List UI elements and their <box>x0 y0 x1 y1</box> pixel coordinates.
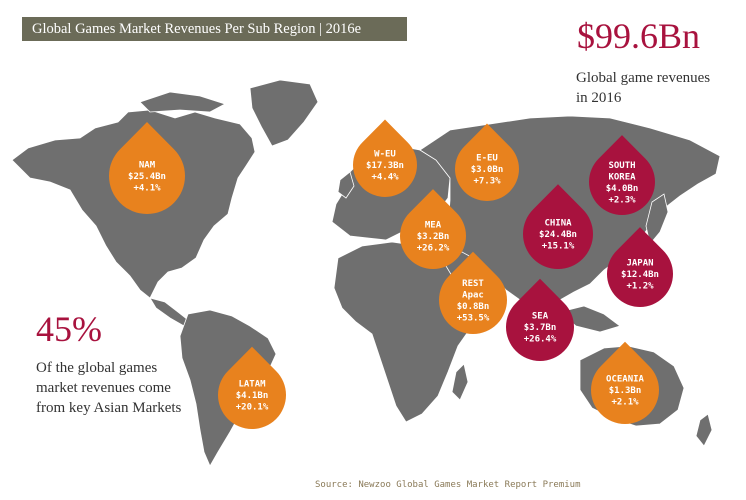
region-pin-label: $0.8Bn <box>457 302 490 312</box>
madagascar-landmass <box>451 363 469 401</box>
asia-share-caption: Of the global games market revenues come… <box>36 360 182 416</box>
region-pin-shape <box>523 184 594 269</box>
region-pin-nam: NAM$25.4Bn +4.1% <box>109 122 186 214</box>
region-pin-china: CHINA$24.4Bn +15.1% <box>523 184 594 269</box>
region-pin-shape <box>454 123 519 202</box>
region-pin-japan: JAPAN$12.4Bn +1.2% <box>607 227 673 308</box>
region-pin-label: OCEANIA <box>606 375 645 385</box>
region-pin-label: $12.4Bn <box>621 270 659 280</box>
central-america-landmass <box>149 297 189 327</box>
region-pin-shape <box>607 227 673 308</box>
region-pin-label: +26.2% <box>417 244 450 254</box>
greenland-landmass <box>249 79 319 147</box>
region-pin-shape <box>506 278 574 361</box>
region-pin-label: +7.3% <box>473 177 501 187</box>
region-pin-label: $3.2Bn <box>417 232 450 242</box>
region-pin-label: $24.4Bn <box>539 230 577 240</box>
region-pin-shape <box>588 135 655 216</box>
region-pin-label: Apac <box>462 290 484 300</box>
region-pin-label: CHINA <box>544 219 572 229</box>
north-america-islands <box>139 91 227 113</box>
new-zealand-landmass <box>695 413 713 447</box>
region-pin-w-eu: W-EU$17.3Bn +4.4% <box>353 119 417 198</box>
region-pins: NAM$25.4Bn +4.1% LATAM$4.1Bn +20.1% W-EU$17.… <box>109 119 673 430</box>
region-pin-shape <box>400 189 466 270</box>
total-revenue-value: $99.6Bn <box>577 16 701 56</box>
region-pin-label: $25.4Bn <box>128 172 166 182</box>
region-pin-label: +20.1% <box>236 403 269 413</box>
region-pin-shape <box>591 341 659 425</box>
region-pin-label: $4.0Bn <box>606 184 639 194</box>
region-pin-sea: SEA$3.7Bn +26.4% <box>506 278 574 361</box>
region-pin-label: $4.1Bn <box>236 391 269 401</box>
japan-landmass <box>645 193 669 245</box>
region-pin-label: NAM <box>139 161 156 171</box>
sea-islands <box>559 305 621 333</box>
region-pin-mea: MEA$3.2Bn +26.2% <box>400 189 466 270</box>
region-pin-label: MEA <box>425 221 442 231</box>
region-pin-label: $1.3Bn <box>609 386 642 396</box>
region-pin-shape <box>439 251 507 335</box>
region-pin-shape <box>353 119 417 198</box>
asia-share-value: 45% <box>36 309 102 349</box>
region-pin-label: KOREA <box>608 172 636 182</box>
region-pin-label: $17.3Bn <box>366 161 404 171</box>
region-pin-label: +2.1% <box>611 398 639 408</box>
region-pin-label: $3.0Bn <box>471 165 504 175</box>
region-pin-label: LATAM <box>238 380 266 390</box>
region-pin-label: +4.4% <box>371 173 399 183</box>
region-pin-label: SEA <box>532 312 549 322</box>
region-pin-label: +53.5% <box>457 313 490 323</box>
region-pin-shape <box>218 346 286 430</box>
region-pin-label: +1.2% <box>626 282 654 292</box>
region-pin-label: W-EU <box>374 150 396 160</box>
region-pin-label: +4.1% <box>133 184 161 194</box>
region-pin-e-eu: E-EU$3.0Bn +7.3% <box>454 123 519 202</box>
region-pin-label: E-EU <box>476 154 498 164</box>
total-revenue-caption: Global game revenues in 2016 <box>576 70 711 106</box>
source-note: Source: Newzoo Global Games Market Repor… <box>315 480 581 490</box>
region-pin-label: +15.1% <box>542 242 575 252</box>
region-pin-oceania: OCEANIA$1.3Bn +2.1% <box>591 341 659 425</box>
chart-title: Global Games Market Revenues Per Sub Reg… <box>22 17 407 41</box>
region-pin-label: REST <box>462 279 484 289</box>
region-pin-label: SOUTH <box>608 161 635 171</box>
region-pin-label: $3.7Bn <box>524 323 557 333</box>
uk-landmass <box>337 171 355 199</box>
region-pin-label: JAPAN <box>626 259 653 269</box>
region-pin-shape <box>109 122 186 214</box>
region-pin-label: +2.3% <box>608 195 636 205</box>
region-pin-label: +26.4% <box>524 335 557 345</box>
region-pin-latam: LATAM$4.1Bn +20.1% <box>218 346 286 430</box>
